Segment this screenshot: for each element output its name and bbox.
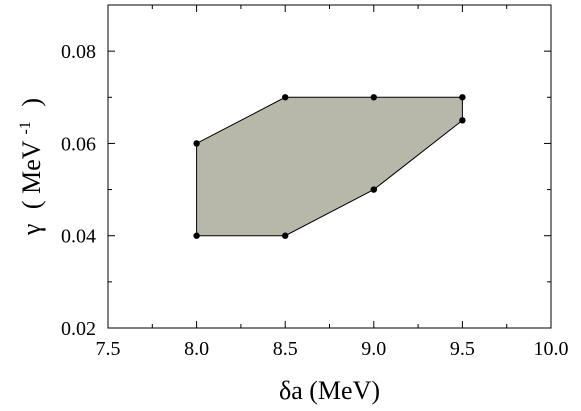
region-polygon — [196, 96, 463, 237]
x-tick-label: 8.5 — [273, 338, 298, 360]
y-tick-label: 0.02 — [61, 318, 96, 340]
data-point — [370, 186, 377, 193]
y-axis-label-superscript: -1 — [17, 121, 34, 134]
y-axis-label-symbol: γ — [17, 224, 46, 237]
data-point — [193, 232, 200, 239]
y-axis-label-unit: ( MeV — [17, 140, 46, 209]
plot-layer — [193, 94, 466, 239]
data-point — [459, 117, 466, 124]
x-tick-label: 10.0 — [534, 338, 569, 360]
data-point — [370, 94, 377, 101]
x-tick-label: 7.5 — [96, 338, 121, 360]
data-point — [282, 94, 289, 101]
y-tick-label: 0.04 — [61, 226, 96, 248]
data-point — [282, 232, 289, 239]
data-point — [459, 94, 466, 101]
x-tick-label: 9.5 — [450, 338, 475, 360]
y-tick-label: 0.08 — [61, 41, 96, 63]
x-axis-label: δa (MeV) — [279, 376, 380, 405]
x-tick-label: 8.0 — [184, 338, 209, 360]
x-tick-label: 9.0 — [361, 338, 386, 360]
y-tick-label: 0.06 — [61, 133, 96, 155]
x-axis-ticks: 7.5 8.0 8.5 9.0 9.5 10.0 — [96, 5, 569, 360]
y-axis-label-close: ) — [17, 98, 46, 107]
y-axis-ticks: 0.02 0.04 0.06 0.08 — [61, 4, 551, 340]
data-point — [193, 140, 200, 147]
y-axis-label: γ ( MeV -1 ) — [7, 98, 46, 236]
